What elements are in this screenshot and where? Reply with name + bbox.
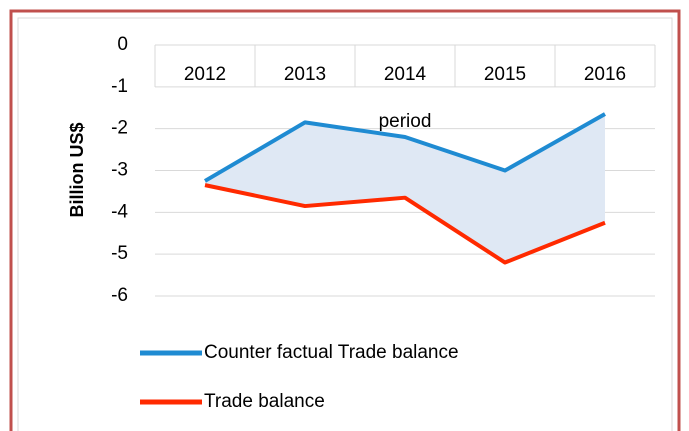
y-axis-label: Billion US$: [67, 122, 87, 217]
x-tick-label: 2014: [384, 64, 427, 85]
y-tick-label: -3: [111, 160, 128, 181]
legend-label: Trade balance: [204, 391, 325, 412]
legend-label: Counter factual Trade balance: [204, 342, 459, 363]
y-tick-label: -6: [111, 285, 128, 306]
inner-frame: [17, 17, 673, 431]
y-tick-label: -1: [111, 76, 128, 97]
gap-area: [205, 114, 605, 263]
x-tick-label: 2012: [184, 64, 226, 85]
y-tick-label: -2: [111, 118, 128, 139]
y-tick-label: 0: [117, 34, 128, 55]
series-line: [204, 183, 606, 265]
y-tick-label: -4: [111, 201, 128, 222]
x-tick-label: 2015: [484, 64, 526, 85]
x-tick-label: 2013: [284, 64, 326, 85]
x-axis-label: period: [379, 111, 432, 132]
frame: [9, 9, 681, 431]
y-tick-label: -5: [111, 243, 128, 264]
series-line: [203, 112, 606, 183]
x-tick-label: 2016: [584, 64, 626, 85]
